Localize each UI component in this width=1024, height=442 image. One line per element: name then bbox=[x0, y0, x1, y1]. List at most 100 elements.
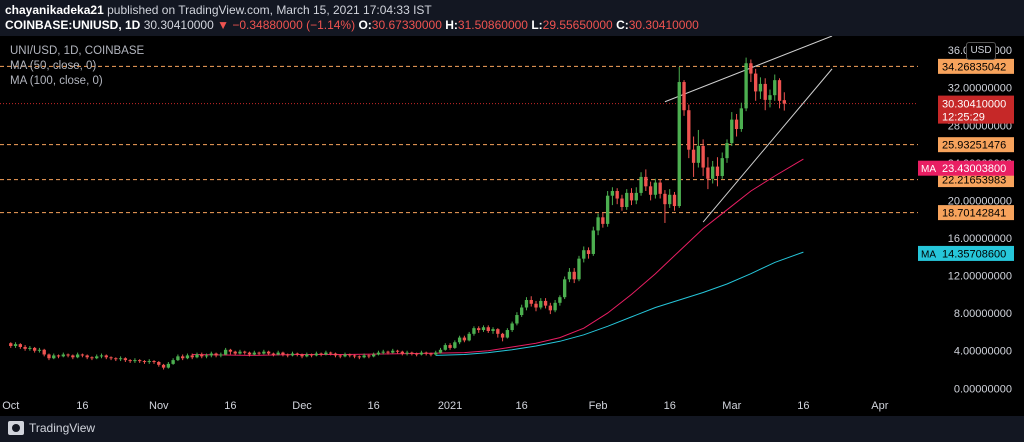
candle-63 bbox=[309, 353, 314, 358]
candle-67 bbox=[329, 351, 333, 356]
candle-body bbox=[596, 217, 600, 231]
candle-body bbox=[739, 108, 744, 130]
candle-6 bbox=[37, 347, 42, 353]
candle-body bbox=[500, 333, 505, 338]
publisher-name[interactable]: chayanikadeka21 bbox=[5, 3, 104, 17]
candle-36 bbox=[180, 354, 185, 361]
candle-body bbox=[572, 271, 576, 280]
candle-37 bbox=[185, 353, 190, 360]
candle-body bbox=[758, 83, 763, 92]
candle-137 bbox=[663, 190, 667, 223]
candle-body bbox=[233, 351, 237, 354]
candle-body bbox=[472, 328, 476, 334]
candle-body bbox=[672, 194, 677, 207]
ma-name-label: MA bbox=[921, 164, 936, 175]
candle-49 bbox=[243, 350, 247, 355]
candle-139 bbox=[672, 191, 677, 211]
candle-48 bbox=[238, 349, 242, 355]
high-value: 31.50860000 bbox=[457, 18, 528, 32]
quote-line: COINBASE:UNIUSD, 1D 30.30410000 ▼ −0.348… bbox=[5, 18, 699, 32]
candle-body bbox=[434, 352, 438, 355]
low-label: L: bbox=[531, 18, 543, 32]
high-label: H: bbox=[445, 18, 458, 32]
candle-body bbox=[462, 337, 467, 341]
y-tick-label: 16.00000000 bbox=[948, 233, 1012, 245]
candle-126 bbox=[610, 187, 615, 206]
candle-62 bbox=[305, 352, 309, 358]
candle-24 bbox=[123, 357, 128, 362]
candle-body bbox=[701, 145, 705, 168]
candle-body bbox=[290, 353, 295, 356]
candle-95 bbox=[462, 335, 467, 343]
candle-body bbox=[663, 193, 667, 205]
candle-71 bbox=[348, 353, 352, 358]
candle-83 bbox=[405, 350, 409, 356]
candle-body bbox=[648, 186, 653, 195]
candle-33 bbox=[166, 361, 171, 369]
close-value: 30.30410000 bbox=[628, 18, 699, 32]
candle-body bbox=[687, 110, 691, 150]
tradingview-brand[interactable]: TradingView bbox=[8, 421, 95, 435]
price-change: ▼ −0.34880000 (−1.14%) bbox=[217, 18, 356, 32]
candle-body bbox=[562, 279, 567, 298]
candle-body bbox=[605, 195, 610, 224]
candle-body bbox=[629, 192, 634, 201]
candle-88 bbox=[429, 352, 433, 357]
candle-body bbox=[357, 356, 362, 358]
candle-43 bbox=[214, 352, 218, 358]
header-bar: chayanikadeka21 published on TradingView… bbox=[0, 0, 1024, 36]
candle-15 bbox=[80, 353, 85, 358]
candle-body bbox=[305, 354, 309, 357]
candle-body bbox=[147, 361, 151, 363]
candle-13 bbox=[71, 354, 75, 360]
level-tag bbox=[938, 58, 1014, 74]
chart-area[interactable]: 36.0000000032.0000000028.0000000024.0000… bbox=[0, 35, 1024, 416]
candle-body bbox=[333, 353, 338, 356]
candle-116 bbox=[562, 276, 567, 300]
candle-body bbox=[414, 353, 419, 355]
candle-body bbox=[281, 352, 285, 355]
candle-body bbox=[520, 307, 524, 316]
candle-11 bbox=[61, 352, 65, 358]
candle-body bbox=[18, 344, 22, 347]
low-value: 29.55650000 bbox=[542, 18, 613, 32]
publish-line: chayanikadeka21 published on TradingView… bbox=[5, 3, 432, 17]
legend-ma50[interactable]: MA (50, close, 0) bbox=[10, 60, 97, 72]
ma-value-tag bbox=[938, 160, 1014, 176]
candle-153 bbox=[739, 102, 744, 132]
candle-body bbox=[329, 352, 333, 354]
candle-112 bbox=[543, 298, 548, 309]
candle-body bbox=[443, 345, 447, 350]
candle-body bbox=[381, 351, 385, 353]
candle-body bbox=[56, 355, 61, 357]
candle-102 bbox=[496, 328, 500, 338]
currency-button[interactable]: USD bbox=[966, 42, 996, 60]
legend-ma100[interactable]: MA (100, close, 0) bbox=[10, 75, 103, 87]
candle-149 bbox=[720, 152, 724, 179]
candle-42 bbox=[209, 351, 213, 358]
ma50-line bbox=[192, 158, 804, 356]
candle-78 bbox=[381, 349, 385, 355]
candle-25 bbox=[128, 359, 132, 363]
tradingview-logo-icon bbox=[8, 421, 24, 435]
candle-body bbox=[577, 258, 581, 280]
ma-value-tag bbox=[938, 245, 1014, 261]
x-tick-label: 16 bbox=[76, 400, 88, 412]
candle-72 bbox=[352, 354, 357, 359]
x-tick-label: Dec bbox=[292, 400, 312, 412]
candle-body bbox=[715, 166, 720, 176]
candle-123 bbox=[596, 213, 600, 236]
candle-2 bbox=[18, 343, 22, 349]
candle-body bbox=[257, 352, 261, 354]
candle-144 bbox=[696, 129, 701, 168]
candle-body bbox=[634, 192, 638, 201]
candle-8 bbox=[47, 353, 51, 361]
candle-154 bbox=[744, 57, 748, 112]
y-tick-label: 20.00000000 bbox=[948, 195, 1012, 207]
candle-body bbox=[23, 346, 27, 349]
chart-svg[interactable]: 36.0000000032.0000000028.0000000024.0000… bbox=[0, 35, 1024, 416]
candle-7 bbox=[42, 348, 46, 357]
x-tick-label: Feb bbox=[589, 400, 608, 412]
candle-80 bbox=[391, 348, 395, 354]
